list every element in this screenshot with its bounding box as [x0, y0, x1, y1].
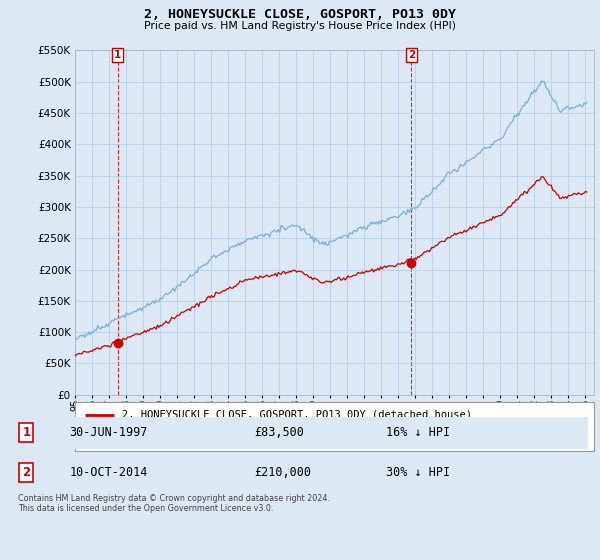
Text: 2: 2	[22, 465, 31, 479]
Text: Contains HM Land Registry data © Crown copyright and database right 2024.
This d: Contains HM Land Registry data © Crown c…	[18, 494, 330, 514]
Text: 16% ↓ HPI: 16% ↓ HPI	[386, 426, 451, 440]
Text: 10-OCT-2014: 10-OCT-2014	[70, 465, 148, 479]
Text: 30-JUN-1997: 30-JUN-1997	[70, 426, 148, 440]
Text: 1: 1	[114, 50, 121, 60]
Text: £210,000: £210,000	[254, 465, 311, 479]
Text: 1: 1	[22, 426, 31, 440]
Text: HPI: Average price, detached house, Gosport: HPI: Average price, detached house, Gosp…	[122, 432, 391, 442]
Text: 2, HONEYSUCKLE CLOSE, GOSPORT, PO13 0DY (detached house): 2, HONEYSUCKLE CLOSE, GOSPORT, PO13 0DY …	[122, 410, 472, 420]
Text: 2, HONEYSUCKLE CLOSE, GOSPORT, PO13 0DY: 2, HONEYSUCKLE CLOSE, GOSPORT, PO13 0DY	[144, 8, 456, 21]
Text: 2: 2	[408, 50, 415, 60]
Text: £83,500: £83,500	[254, 426, 304, 440]
Text: Price paid vs. HM Land Registry's House Price Index (HPI): Price paid vs. HM Land Registry's House …	[144, 21, 456, 31]
Text: 30% ↓ HPI: 30% ↓ HPI	[386, 465, 451, 479]
